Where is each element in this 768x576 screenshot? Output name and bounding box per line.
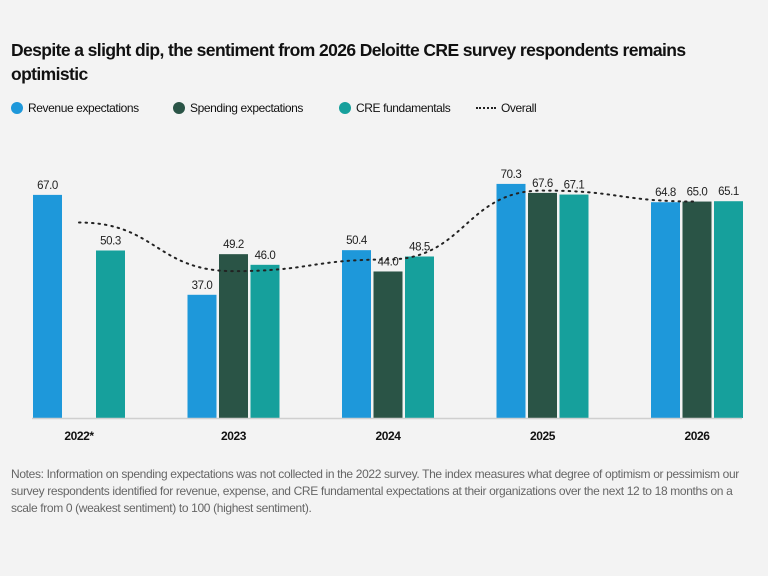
data-label: 48.5 (409, 241, 430, 253)
bar (528, 192, 557, 418)
bar (682, 201, 712, 418)
data-label: 44.0 (378, 256, 399, 268)
legend-label: CRE fundamentals (356, 101, 451, 115)
legend: Revenue expectations Spending expectatio… (11, 101, 537, 115)
data-label: 49.2 (223, 239, 244, 251)
bar (33, 194, 62, 418)
bar (187, 294, 217, 418)
bar (651, 202, 680, 418)
legend-item-overall: Overall (476, 101, 537, 115)
legend-label: Overall (501, 101, 537, 115)
bar-chart: 67.0 50.3 2022* 37.0 49.2 46.0 2023 50.4 44.0 48.… (32, 169, 743, 443)
bar (342, 250, 371, 418)
bar (559, 194, 589, 418)
data-label: 37.0 (192, 280, 213, 292)
bar (405, 256, 434, 418)
data-label: 65.1 (718, 186, 739, 198)
data-label: 46.0 (255, 250, 276, 262)
x-tick-label: 2026 (684, 429, 710, 443)
legend-swatch (476, 107, 496, 109)
data-label: 67.1 (564, 180, 585, 192)
overall-line (78, 189, 698, 273)
legend-swatch (339, 102, 351, 114)
legend-swatch (173, 102, 185, 114)
data-label: 67.6 (532, 178, 553, 190)
data-label: 50.4 (346, 235, 368, 247)
legend-label: Revenue expectations (28, 101, 139, 115)
bar (250, 264, 280, 418)
legend-item-cre: CRE fundamentals (339, 101, 476, 115)
bar (496, 183, 526, 418)
data-label: 65.0 (687, 187, 708, 199)
legend-item-revenue: Revenue expectations (11, 101, 173, 115)
data-label: 64.8 (655, 187, 676, 199)
x-tick-label: 2023 (221, 429, 247, 443)
notes: Notes: Information on spending expectati… (11, 467, 739, 515)
bar (96, 250, 125, 418)
legend-label: Spending expectations (190, 101, 304, 115)
bar (714, 201, 743, 418)
x-tick-label: 2022* (64, 429, 94, 443)
data-label: 70.3 (501, 169, 522, 181)
data-label: 67.0 (37, 180, 58, 192)
bar (219, 254, 248, 418)
legend-swatch (11, 102, 23, 114)
legend-item-spending: Spending expectations (173, 101, 339, 115)
x-tick-label: 2025 (530, 429, 556, 443)
data-label: 50.3 (100, 236, 121, 248)
bar (373, 271, 403, 418)
x-tick-label: 2024 (375, 429, 401, 443)
chart-title: Despite a slight dip, the sentiment from… (11, 40, 686, 84)
